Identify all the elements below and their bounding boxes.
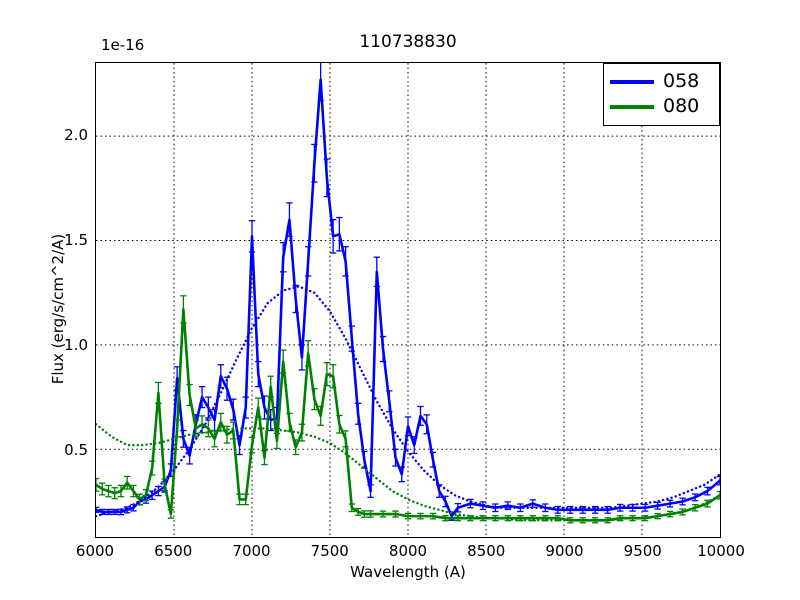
x-axis-label: Wavelength (A) [350,563,466,581]
grid-lines [96,63,720,537]
legend-label: 080 [663,95,700,117]
legend-swatch-080 [610,104,654,109]
legend-item-080[interactable]: 080 [610,94,713,119]
x-tick-label-9500: 9500 [623,542,662,560]
x-tick-label-6500: 6500 [154,542,193,560]
y-axis-label: Flux (erg/s/cm^2/A) [49,233,67,385]
line-080-model [96,423,720,522]
x-tick-label-8500: 8500 [467,542,506,560]
line-058-model [96,285,720,518]
y-tick-label-1.5: 1.5 [64,231,88,250]
y-axis-offset-label: 1e-16 [101,36,145,54]
y-axis-label-box: Flux (erg/s/cm^2/A) [18,0,67,600]
x-tick-label-7500: 7500 [310,542,349,560]
legend-item-058[interactable]: 058 [610,69,713,94]
legend[interactable]: 058 080 [603,63,720,126]
y-tick-label-2.0: 2.0 [64,126,88,145]
page-title: 110738830 [359,32,457,52]
legend-swatch-058 [610,79,654,84]
x-tick-label-6000: 6000 [75,542,115,560]
x-tick-label-10000: 10000 [697,542,745,560]
plot-area [95,62,721,538]
x-tick-label-7000: 7000 [232,542,271,560]
legend-label: 058 [663,70,700,92]
x-tick-label-9000: 9000 [545,542,584,560]
series-080 [96,295,720,524]
line-080 [96,308,720,522]
y-tick-label-0.5: 0.5 [64,440,88,459]
x-tick-label-8000: 8000 [388,542,428,560]
y-tick-label-1.0: 1.0 [64,336,88,355]
series-058-model [96,285,720,518]
series-080-model [96,423,720,522]
errorbars-080 [96,295,720,524]
spectrum-plot [96,63,720,537]
